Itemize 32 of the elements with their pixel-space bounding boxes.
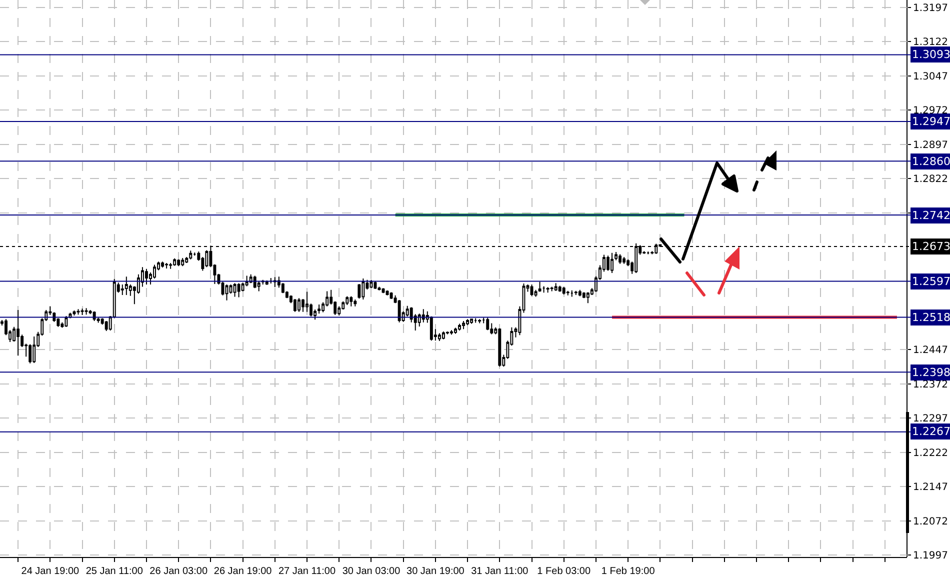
ref-line-label: 1.2267	[912, 425, 950, 438]
y-tick-label: 1.2897	[913, 140, 948, 151]
ref-line-label: 1.3093	[912, 48, 950, 61]
y-tick-label: 1.3197	[913, 2, 948, 14]
y-tick-label: 1.2222	[913, 448, 948, 459]
ref-line-label: 1.2398	[912, 366, 950, 379]
x-tick-label: 1 Feb 19:00	[601, 566, 656, 577]
y-tick-label: 1.2072	[913, 516, 948, 528]
y-tick-label: 1.2297	[913, 414, 948, 425]
ref-line-label: 1.2947	[912, 115, 950, 128]
y-tick-label: 1.3122	[913, 37, 948, 48]
y-tick-label: 1.2972	[913, 106, 948, 117]
x-tick-label: 25 Jan 11:00	[86, 566, 144, 577]
x-tick-label: 26 Jan 19:00	[214, 566, 272, 577]
x-tick-label: 30 Jan 03:00	[342, 566, 401, 577]
ref-line-label: 1.2860	[912, 155, 950, 168]
x-tick-label: 24 Jan 19:00	[21, 566, 80, 577]
ref-line-label: 1.2518	[912, 311, 950, 324]
x-tick-label: 30 Jan 19:00	[406, 566, 465, 577]
x-tick-label: 31 Jan 11:00	[471, 566, 529, 577]
y-tick-label: 1.3047	[913, 71, 948, 82]
x-tick-label: 26 Jan 03:00	[150, 566, 208, 577]
y-tick-label: 1.2372	[913, 379, 948, 390]
y-tick-label: 1.2822	[913, 174, 948, 186]
y-tick-label: 1.1997	[913, 550, 948, 562]
ref-line-label: 1.2597	[912, 275, 950, 288]
y-tick-label: 1.2147	[913, 482, 948, 494]
ref-line-label: 1.2673	[912, 240, 950, 253]
x-tick-label: 1 Feb 03:00	[537, 566, 591, 577]
ref-line-label: 1.2742	[912, 209, 950, 222]
y-tick-label: 1.2447	[913, 345, 948, 356]
x-tick-label: 27 Jan 11:00	[278, 566, 336, 577]
